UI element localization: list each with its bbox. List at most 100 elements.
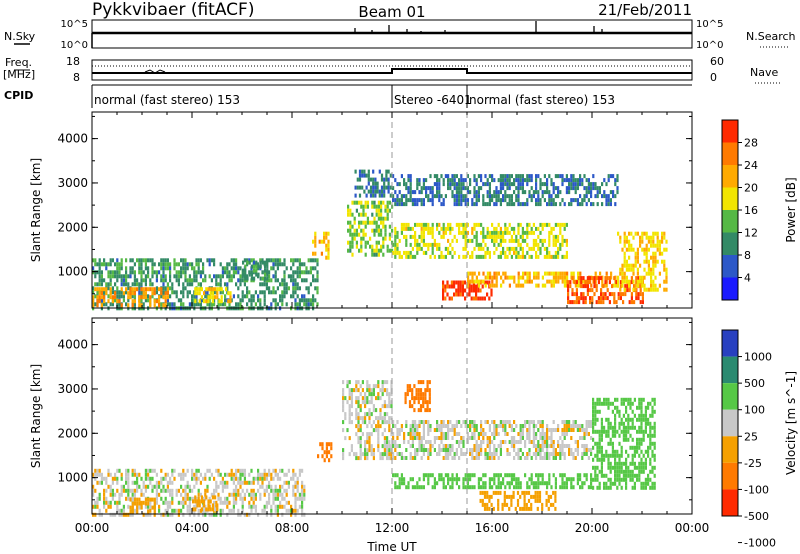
heatmap-cell: [592, 409, 595, 414]
heatmap-cell: [592, 397, 595, 402]
heatmap-cell: [351, 212, 354, 217]
time-tick-label: 08:00: [275, 521, 310, 535]
heatmap-cell: [458, 230, 461, 235]
heatmap-cell: [197, 262, 200, 267]
heatmap-cell: [92, 295, 95, 300]
heatmap-cell: [122, 294, 125, 299]
heatmap-cell: [409, 234, 412, 239]
heatmap-cell: [555, 275, 558, 280]
heatmap-cell: [625, 259, 628, 264]
heatmap-cell: [422, 396, 425, 401]
heatmap-cell: [484, 485, 487, 490]
heatmap-cell: [405, 420, 408, 424]
heatmap-cell: [455, 440, 458, 444]
heatmap-cell: [484, 254, 487, 259]
heatmap-cell: [493, 477, 496, 482]
heatmap-cell: [98, 496, 101, 501]
heatmap-cell: [471, 420, 474, 424]
heatmap-cell: [510, 202, 513, 207]
heatmap-cell: [495, 279, 498, 284]
heatmap-cell: [242, 260, 245, 265]
heatmap-cell: [317, 454, 320, 459]
heatmap-cell: [603, 473, 606, 478]
heatmap-cell: [359, 424, 362, 429]
heatmap-cell: [600, 433, 603, 438]
heatmap-cell: [268, 290, 271, 295]
y-tick-label: 4000: [57, 338, 88, 352]
heatmap-cell: [414, 234, 417, 239]
heatmap-cell: [372, 428, 375, 433]
heatmap-cell: [620, 453, 623, 458]
heatmap-cell: [526, 242, 529, 247]
heatmap-cell: [261, 480, 264, 485]
heatmap-cell: [217, 282, 220, 287]
heatmap-cell: [105, 266, 108, 271]
heatmap-cell: [614, 433, 617, 438]
heatmap-cell: [491, 275, 494, 280]
heatmap-cell: [292, 488, 295, 493]
heatmap-cell: [554, 242, 557, 247]
heatmap-cell: [484, 432, 487, 436]
heatmap-cell: [571, 276, 574, 281]
heatmap-cell: [285, 472, 288, 477]
heatmap-cell: [162, 266, 165, 271]
heatmap-cell: [116, 508, 119, 513]
heatmap-cell: [557, 234, 560, 239]
heatmap-cell: [651, 441, 654, 446]
heatmap-cell: [611, 465, 614, 470]
heatmap-cell: [506, 432, 509, 436]
heatmap-cell: [197, 266, 200, 271]
heatmap-cell: [274, 262, 277, 267]
heatmap-cell: [563, 428, 566, 432]
heatmap-cell: [379, 416, 382, 421]
heatmap-cell: [517, 230, 520, 235]
heatmap-cell: [396, 182, 399, 187]
heatmap-cell: [644, 461, 647, 466]
heatmap-cell: [210, 258, 213, 263]
heatmap-cell: [622, 469, 625, 474]
heatmap-cell: [255, 268, 258, 273]
heatmap-cell: [644, 405, 647, 410]
heatmap-cell: [623, 235, 626, 240]
heatmap-cell: [418, 178, 421, 183]
heatmap-cell: [595, 284, 598, 289]
heatmap-cell: [216, 287, 219, 292]
heatmap-cell: [532, 436, 535, 440]
heatmap-cell: [136, 278, 139, 283]
heatmap-cell: [600, 288, 603, 293]
heatmap-cell: [475, 275, 478, 280]
heatmap-cell: [429, 428, 432, 432]
heatmap-cell: [638, 441, 641, 446]
heatmap-cell: [138, 266, 141, 271]
heatmap-cell: [598, 397, 601, 402]
heatmap-cell: [133, 262, 136, 267]
heatmap-cell: [394, 440, 397, 444]
heatmap-cell: [166, 480, 169, 485]
heatmap-cell: [191, 476, 194, 481]
heatmap-cell: [561, 481, 564, 486]
heatmap-cell: [559, 452, 562, 456]
heatmap-cell: [92, 266, 95, 271]
heatmap-cell: [417, 396, 420, 401]
heatmap-cell: [503, 502, 506, 507]
heatmap-cell: [510, 198, 513, 203]
heatmap-cell: [563, 444, 566, 448]
heatmap-cell: [191, 468, 194, 473]
heatmap-cell: [475, 178, 478, 183]
heatmap-cell: [259, 290, 262, 295]
heatmap-cell: [440, 428, 443, 432]
heatmap-cell: [292, 290, 295, 295]
heatmap-cell: [554, 428, 557, 432]
heatmap-cell: [375, 228, 378, 233]
heatmap-cell: [377, 424, 380, 429]
heatmap-cell: [186, 262, 189, 267]
heatmap-cell: [403, 456, 406, 460]
heatmap-cell: [605, 198, 608, 203]
heatmap-cell: [609, 481, 612, 486]
heatmap-cell: [425, 448, 428, 452]
heatmap-cell: [396, 436, 399, 440]
heatmap-cell: [407, 485, 410, 490]
heatmap-cell: [497, 230, 500, 235]
heatmap-cell: [495, 186, 498, 191]
heatmap-cell: [114, 500, 117, 505]
